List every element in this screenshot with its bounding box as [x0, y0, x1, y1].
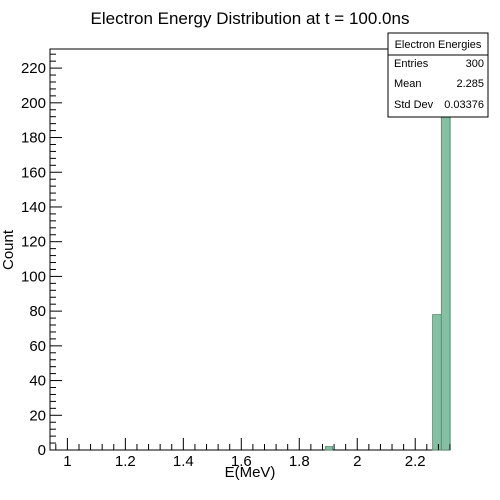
y-tick-label: 0: [38, 442, 46, 459]
histogram-bar-1: [432, 314, 442, 451]
y-tick-label: 120: [21, 234, 46, 251]
y-tick-label: 200: [21, 95, 46, 112]
y-axis-label: Count: [0, 229, 17, 270]
plot-area: 1 1.2 1.4 1.6 1.8 2 2.2 0 20 40 60 80 100 120 140 160 1…: [21, 48, 451, 470]
y-tick-label: 80: [29, 303, 46, 320]
y-tick-label: 100: [21, 268, 46, 285]
x-axis-label: E(MeV): [225, 464, 276, 481]
stats-box: Electron Energies Entries 300 Mean 2.285…: [387, 32, 489, 118]
stats-box-title: Electron Energies: [395, 39, 482, 51]
histogram-bar-2: [440, 67, 451, 451]
stats-entries-value: 300: [466, 58, 484, 70]
x-tick-label: 2: [353, 453, 361, 470]
stats-mean-value: 2.285: [456, 78, 484, 90]
stats-stddev-label: Std Dev: [394, 99, 434, 111]
y-tick-label: 140: [21, 199, 46, 216]
x-tick-label: 2.2: [405, 453, 426, 470]
bars-layer: [324, 67, 451, 451]
y-tick-label: 20: [29, 407, 46, 424]
stats-box-frame: [387, 32, 489, 118]
x-tick-label: 1.2: [115, 453, 136, 470]
histogram-bar-0: [324, 446, 334, 451]
y-tick-label: 60: [29, 338, 46, 355]
x-axis: 1 1.2 1.4 1.6 1.8 2 2.2: [55, 438, 451, 470]
chart-title: Electron Energy Distribution at t = 100.…: [91, 9, 410, 28]
y-tick-label: 180: [21, 130, 46, 147]
x-tick-label: 1.6: [231, 453, 252, 470]
y-tick-label: 160: [21, 164, 46, 181]
y-axis: 0 20 40 60 80 100 120 140 160 180 200 220: [21, 53, 62, 459]
stats-mean-label: Mean: [394, 78, 422, 90]
x-tick-label: 1: [63, 453, 71, 470]
stats-stddev-value: 0.03376: [444, 99, 484, 111]
y-tick-label: 40: [29, 373, 46, 390]
y-tick-label: 220: [21, 60, 46, 77]
stats-entries-label: Entries: [394, 58, 429, 70]
x-tick-label: 1.8: [289, 453, 310, 470]
x-tick-label: 1.4: [173, 453, 194, 470]
